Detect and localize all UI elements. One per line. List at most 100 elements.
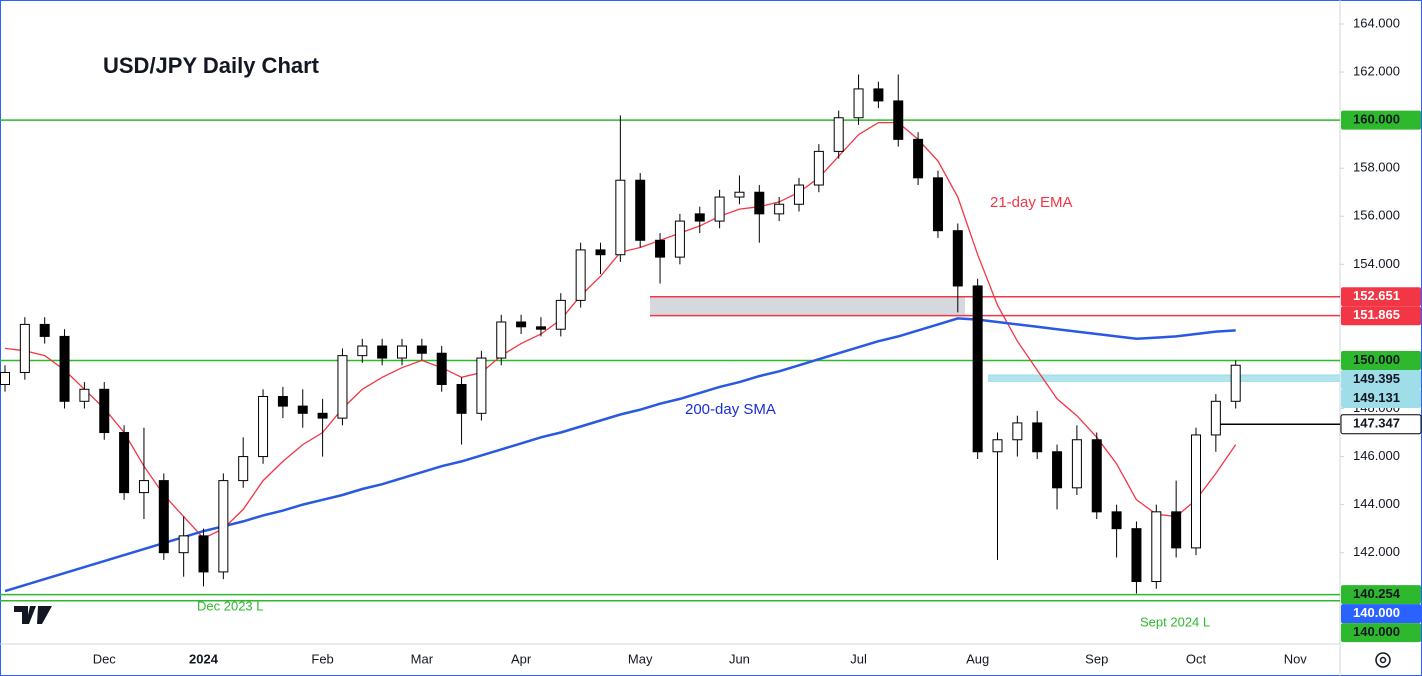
x-tick-label: May	[628, 651, 653, 666]
price-badge-label: 149.395	[1353, 371, 1400, 386]
y-tick-label: 162.000	[1353, 64, 1400, 79]
y-tick-label: 164.000	[1353, 15, 1400, 30]
price-badge-label: 150.000	[1353, 352, 1400, 367]
x-tick-label: Mar	[411, 651, 434, 666]
candle-body	[734, 191, 745, 198]
candle-body	[416, 345, 427, 354]
candle-body	[893, 100, 904, 140]
candle-body	[992, 439, 1003, 453]
candle-body	[158, 480, 169, 554]
candle-body	[218, 480, 229, 573]
price-badge-label: 149.131	[1353, 390, 1400, 405]
price-badge	[1341, 110, 1421, 130]
candle-body	[79, 388, 90, 402]
candle-body	[972, 285, 983, 453]
candle-body	[397, 345, 407, 359]
x-tick-label: Jun	[729, 651, 750, 666]
x-tick-label: Aug	[966, 651, 989, 666]
sma-label: 200-day SMA	[685, 401, 776, 418]
candle-body	[1012, 422, 1023, 441]
annotation: Dec 2023 L	[197, 598, 264, 613]
price-badge-label: 140.254	[1353, 586, 1401, 601]
y-tick-label: 156.000	[1353, 208, 1400, 223]
logo	[14, 606, 52, 624]
candle-body	[99, 388, 110, 434]
candle-body	[516, 321, 527, 328]
chart-title: USD/JPY Daily Chart	[103, 53, 320, 78]
price-badge	[1341, 369, 1421, 389]
y-tick-label: 158.000	[1353, 160, 1400, 175]
candle-body	[138, 480, 149, 494]
candle-body	[1191, 434, 1201, 549]
x-tick-label: Sep	[1085, 651, 1108, 666]
x-tick-label: 2024	[189, 651, 219, 666]
candle-body	[19, 323, 30, 373]
candle-body	[714, 196, 725, 222]
y-tick-label: 144.000	[1353, 496, 1400, 511]
candle-body	[635, 179, 646, 241]
candle-body	[615, 179, 626, 256]
price-badge-label: 152.651	[1353, 288, 1400, 303]
candle-body	[178, 535, 189, 554]
candle-body	[496, 321, 507, 359]
y-tick-label: 142.000	[1353, 544, 1400, 559]
price-badge-label: 140.000	[1353, 624, 1400, 639]
candle-body	[377, 345, 388, 359]
price-badge	[1341, 623, 1421, 643]
settings-icon[interactable]	[1375, 652, 1391, 668]
price-badge	[1341, 287, 1421, 307]
candle-body	[1052, 451, 1063, 489]
candle-body	[1210, 400, 1221, 436]
candle-body	[694, 213, 705, 222]
candle-body	[595, 249, 606, 256]
price-badge	[1341, 388, 1421, 408]
candle-body	[238, 456, 249, 482]
candle-body	[1171, 511, 1182, 549]
x-tick-label: Feb	[311, 651, 333, 666]
price-badge-label: 151.865	[1353, 307, 1400, 322]
candle-body	[932, 177, 943, 232]
candle-body	[436, 352, 447, 385]
candle-body	[655, 239, 666, 258]
candle-body	[59, 335, 70, 402]
candle-body	[1151, 511, 1162, 583]
candle-body	[1131, 528, 1142, 583]
x-tick-label: Apr	[511, 651, 532, 666]
candle-body	[0, 371, 10, 385]
candle-body	[853, 88, 864, 119]
candle-body	[119, 432, 130, 494]
candle-body	[258, 395, 269, 458]
price-badge	[1341, 585, 1421, 605]
candle-body	[794, 184, 804, 205]
candle-body	[833, 117, 844, 152]
x-tick-label: Nov	[1284, 651, 1308, 666]
price-badge-label: 140.000	[1353, 605, 1400, 620]
x-tick-label: Jul	[850, 651, 867, 666]
candle-body	[198, 535, 209, 573]
zone	[988, 374, 1340, 382]
plot-area	[0, 74, 1340, 602]
price-badge	[1340, 414, 1422, 435]
candle-body	[674, 220, 685, 258]
price-badge-label: 160.000	[1353, 112, 1400, 127]
candle-body	[754, 191, 765, 215]
candle-body	[813, 150, 824, 186]
line-series	[4, 317, 1236, 593]
annotation: Sept 2024 L	[1140, 614, 1210, 629]
candle-body	[1032, 422, 1043, 453]
ema-label: 21-day EMA	[990, 194, 1073, 211]
candle-body	[575, 249, 586, 301]
candle-body	[476, 357, 487, 414]
candle-body	[913, 138, 924, 179]
x-tick-label: Dec	[93, 651, 117, 666]
candle-body	[317, 412, 328, 419]
candle-body	[39, 323, 50, 337]
price-badge-label: 147.347	[1353, 416, 1400, 431]
candle-body	[535, 326, 546, 330]
candle-body	[1230, 364, 1241, 402]
candle-body	[277, 395, 288, 407]
zone	[650, 296, 965, 316]
candle-body	[774, 203, 785, 215]
x-tick-label: Oct	[1186, 651, 1207, 666]
